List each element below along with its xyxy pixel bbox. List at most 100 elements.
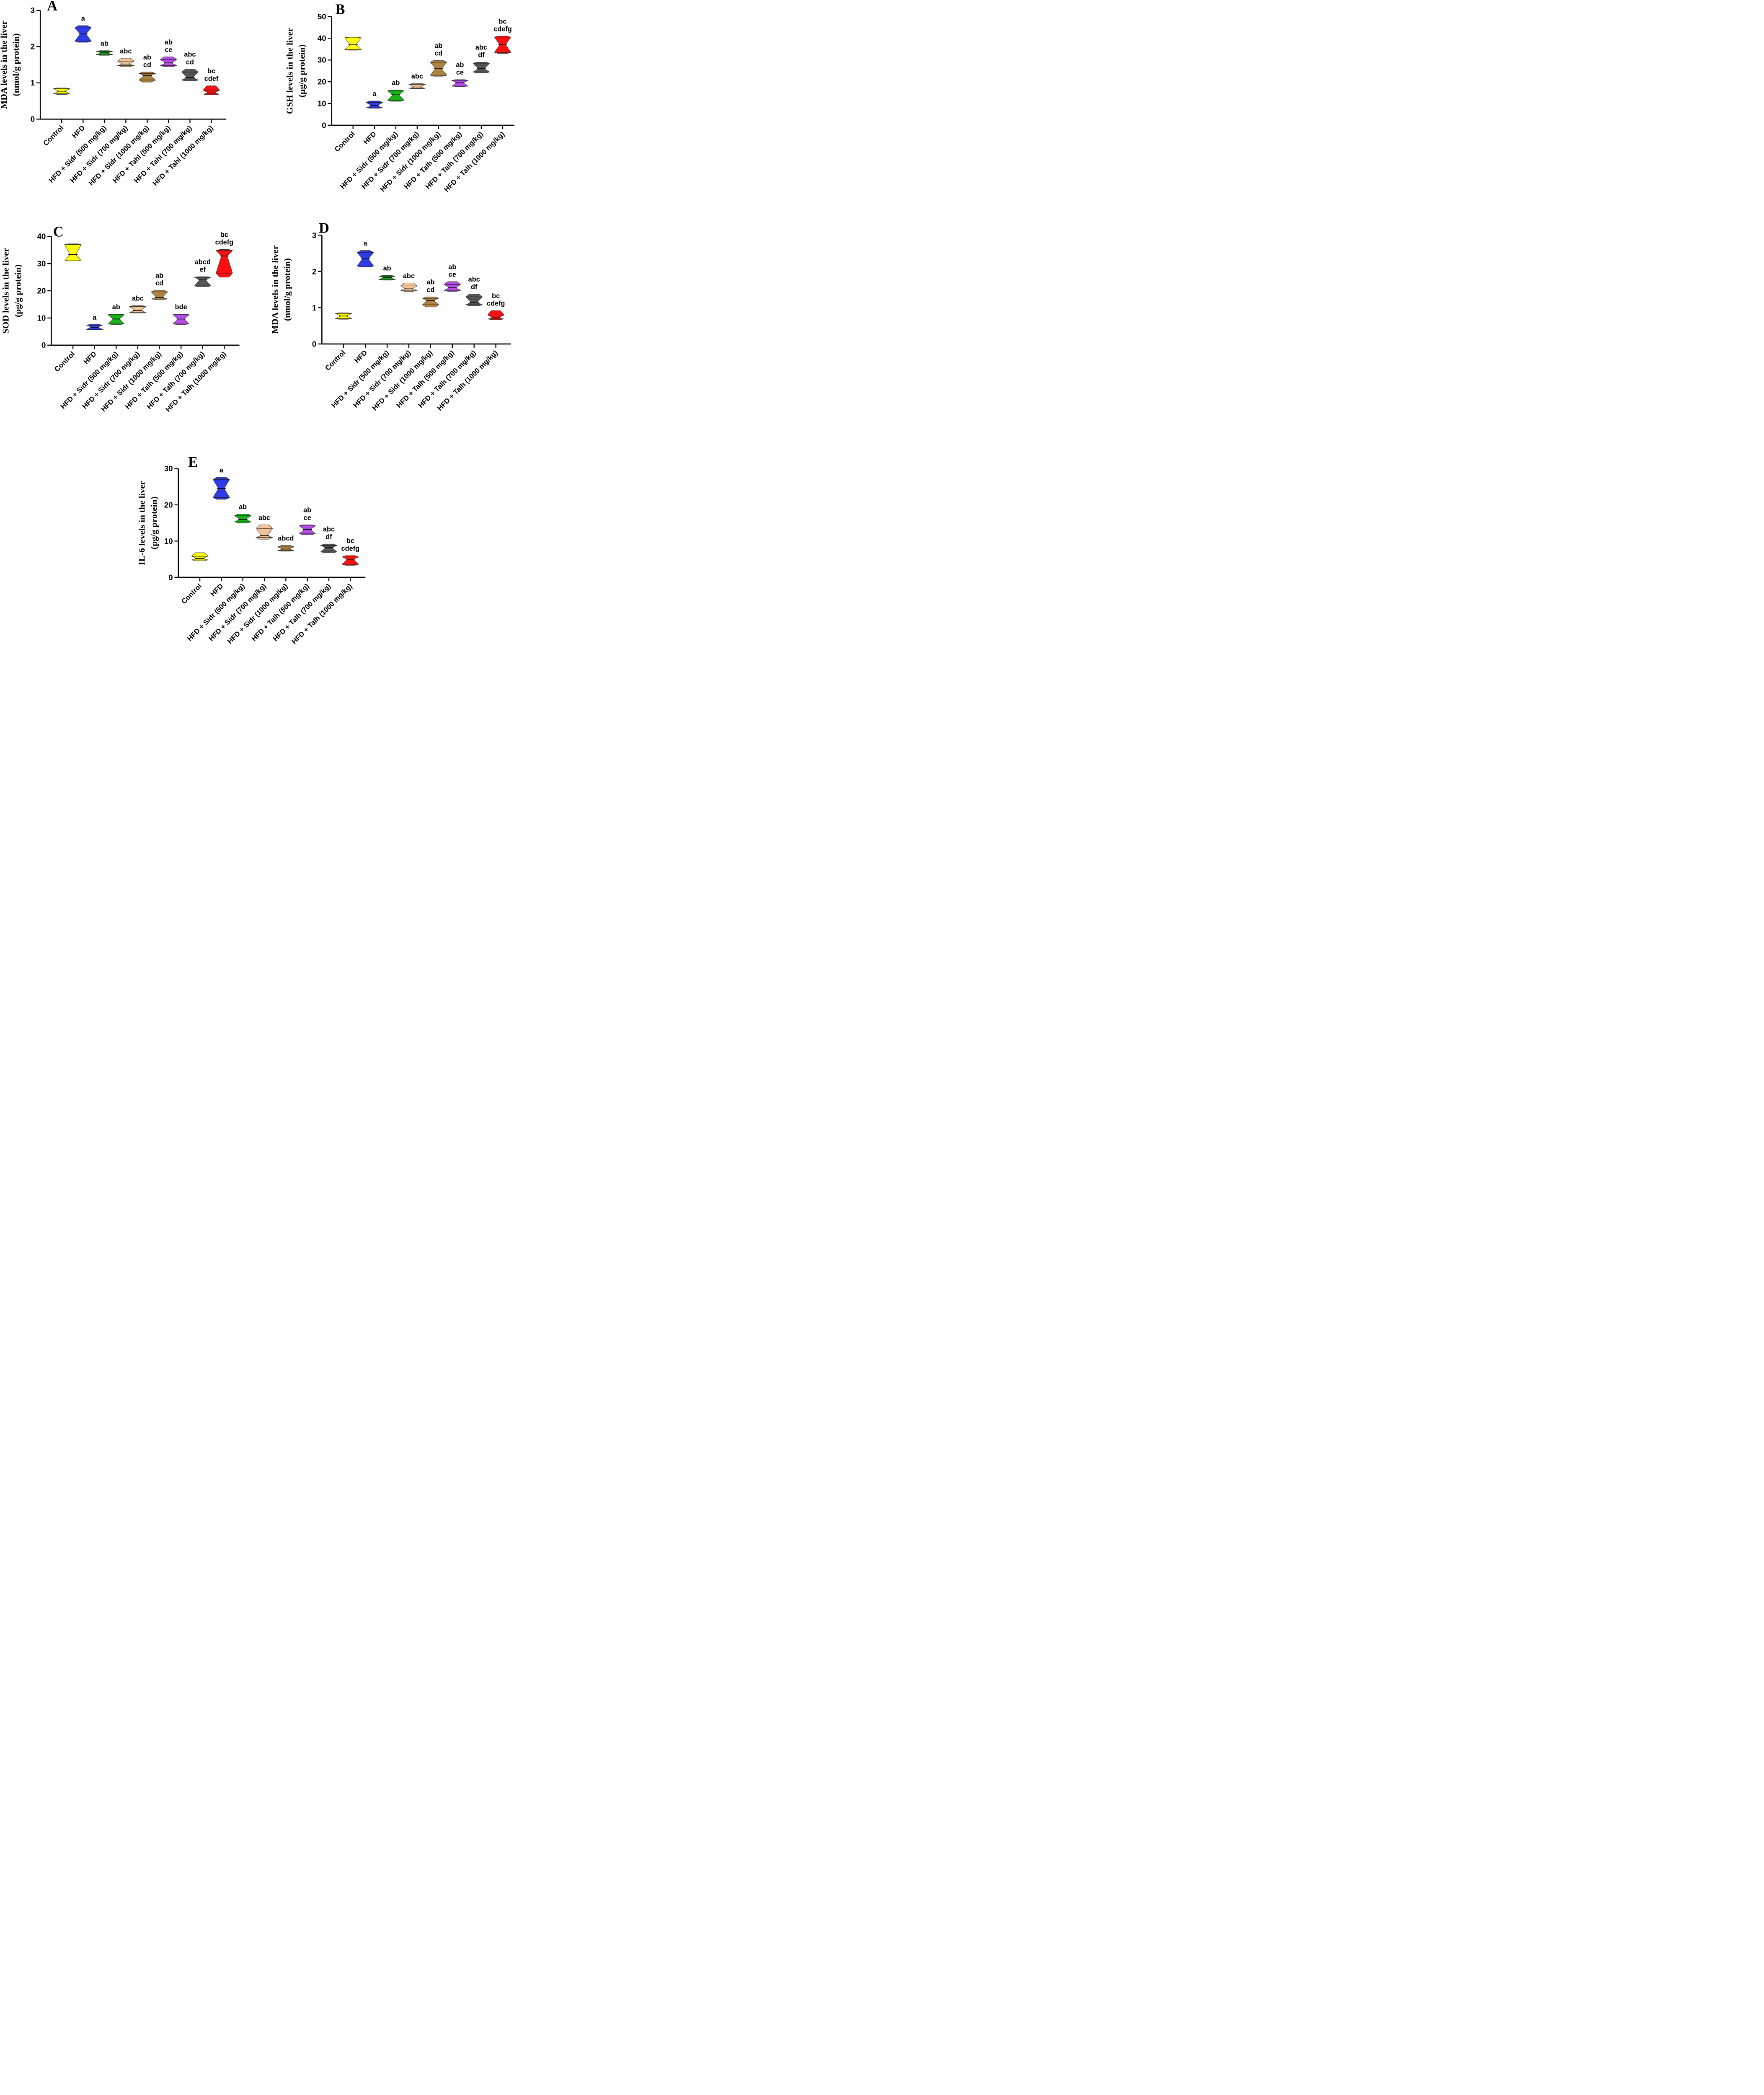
violin-1 [191,552,209,561]
significance-label: bde [175,303,187,311]
violin-5 [430,60,447,77]
significance-label: bc [220,231,228,239]
y-tick-label: 0 [312,339,316,348]
violin-1 [64,243,82,261]
y-tick-label: 30 [164,464,173,473]
violin-7 [320,543,338,553]
violin-3 [234,514,252,523]
y-tick-label: 2 [312,267,316,276]
y-axis-unit: (µg/g protein) [297,44,307,97]
x-category-label: HFD [82,350,98,366]
significance-label: cd [434,50,442,57]
panel-letter: C [53,224,64,240]
y-tick-label: 50 [318,12,326,21]
significance-label: abc [132,295,144,302]
violin-3 [387,90,405,102]
x-category-label: HFD [70,124,86,140]
violin-7 [465,294,483,306]
significance-label: abc [475,44,487,52]
y-tick-label: 20 [164,500,173,509]
violin-2 [365,101,383,109]
significance-label: df [471,283,478,291]
significance-label: abc [323,526,335,533]
significance-label: abc [468,276,480,283]
significance-label: ef [200,266,206,274]
violin-7 [473,62,490,73]
significance-label: cdefg [493,25,512,33]
y-tick-label: 0 [168,573,173,582]
violin-6 [443,281,461,292]
panel-letter: A [47,0,57,14]
significance-label: ab [448,263,456,271]
y-tick-label: 40 [37,232,46,241]
significance-label: a [93,314,97,321]
significance-label: ce [304,514,311,522]
figure-canvas: 0 1 2 3 Control HFD HFD + Sidr (500 mg/kg) HFD … [0,0,514,657]
significance-label: ab [383,265,391,272]
y-tick-label: 40 [318,34,326,43]
x-category-label: HFD [362,130,378,146]
y-axis-unit: (nmol/g protein) [282,258,292,321]
violin-4 [400,283,418,292]
significance-label: a [364,240,368,247]
y-tick-label: 1 [31,78,35,87]
y-axis-title: GSH levels in the liver [284,28,294,114]
panel-letter: D [319,220,329,236]
y-tick-label: 10 [318,99,326,108]
significance-label: abcd [278,535,294,542]
significance-label: ab [165,39,173,46]
y-tick-label: 0 [31,115,35,124]
significance-label: a [220,466,224,474]
significance-label: abc [258,514,270,522]
significance-label: ab [303,507,311,514]
y-tick-label: 0 [322,121,326,129]
panel-letter: E [188,454,198,470]
violin-7 [181,69,199,81]
violin-5 [150,290,168,300]
y-axis-title: MDA levels in the liver [270,245,280,334]
violin-4 [408,83,426,89]
significance-label: cdefg [487,300,505,308]
significance-label: ab [143,54,151,61]
x-category-label: Control [323,349,347,372]
violin-7 [194,276,212,287]
y-axis-title: SOD levels in the liver [0,248,10,334]
y-tick-label: 20 [37,286,46,295]
y-axis-title: IL-6 levels in the liver [137,481,147,565]
significance-label: cd [426,286,434,294]
significance-label: cdefg [341,545,360,552]
significance-label: ab [434,42,442,49]
x-category-label: Control [180,582,203,605]
significance-label: cd [186,58,194,66]
violin-4 [116,58,135,67]
significance-label: ab [392,79,400,87]
significance-label: ce [456,69,464,76]
x-category-label: Control [333,130,356,153]
significance-label: ab [456,61,464,69]
y-axis-unit: (nmol/g protein) [11,34,21,96]
significance-label: bc [492,292,500,300]
y-tick-label: 3 [312,231,316,240]
significance-label: ab [112,303,120,311]
y-tick-label: 30 [318,56,326,65]
significance-label: bc [207,67,215,75]
violin-6 [160,57,178,67]
significance-label: a [81,15,85,22]
significance-label: ab [101,40,108,47]
significance-label: ce [449,271,456,278]
significance-label: abc [403,272,415,280]
significance-label: ce [165,46,172,54]
significance-label: bc [498,18,506,25]
significance-label: ab [426,279,434,286]
violin-4 [256,524,274,540]
y-tick-label: 3 [31,6,35,15]
violin-8 [215,249,233,278]
significance-label: cd [155,279,163,287]
significance-label: abc [120,47,132,55]
